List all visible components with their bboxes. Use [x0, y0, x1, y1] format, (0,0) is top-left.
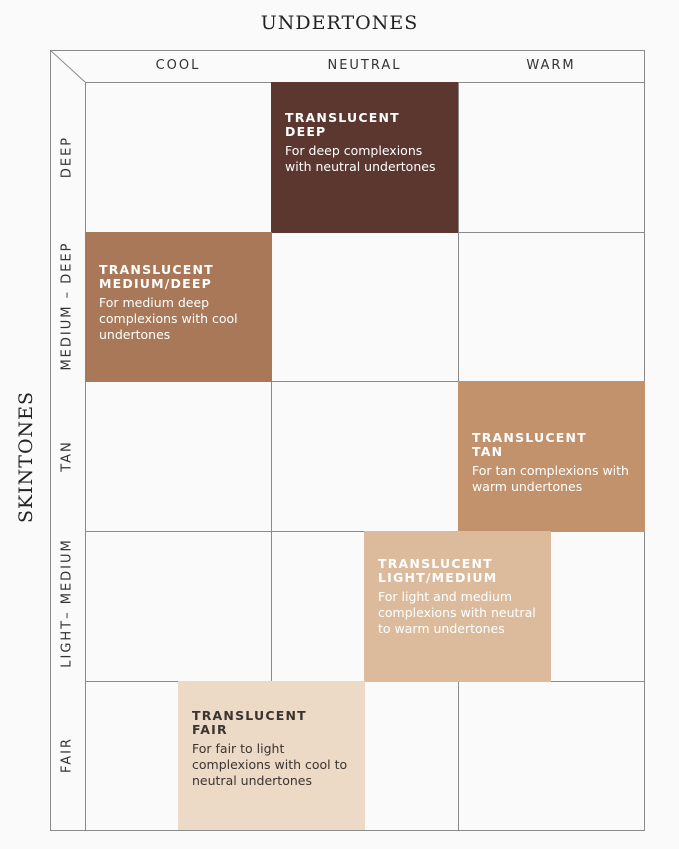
row-header-light-medium: LIGHT– MEDIUM — [59, 538, 75, 668]
shade-name: TRANSLUCENT MEDIUM/DEEP — [99, 262, 214, 291]
y-axis-title: SKINTONES — [15, 390, 37, 524]
shade-swatch-deep: TRANSLUCENT DEEP For deep complexions wit… — [271, 82, 458, 233]
shade-swatch-fair: TRANSLUCENT FAIR For fair to light comple… — [178, 681, 365, 830]
shade-description: For fair to light complexions with cool … — [192, 740, 348, 788]
row-header-fair: FAIR — [59, 736, 75, 774]
shade-swatch-medium-deep: TRANSLUCENT MEDIUM/DEEP For medium deep c… — [85, 232, 272, 382]
row-divider — [85, 381, 645, 382]
grid-border-left — [50, 50, 51, 831]
col-divider — [271, 82, 272, 831]
column-header-warm: WARM — [526, 58, 576, 73]
row-header-deep: DEEP — [59, 135, 75, 179]
column-header-neutral: NEUTRAL — [327, 58, 402, 73]
shade-name: TRANSLUCENT FAIR — [192, 707, 307, 737]
x-axis-title: UNDERTONES — [260, 12, 419, 34]
shade-swatch-tan: TRANSLUCENT TAN For tan complexions with … — [458, 381, 645, 532]
shade-description: For medium deep complexions with cool un… — [99, 295, 238, 342]
row-header-tan: TAN — [59, 440, 75, 472]
row-header-medium-deep: MEDIUM – DEEP — [59, 241, 75, 371]
shade-description: For tan complexions with warm undertones — [472, 462, 629, 494]
shade-description: For deep complexions with neutral undert… — [285, 142, 436, 174]
corner-diagonal — [50, 50, 86, 83]
grid-border-top — [50, 50, 645, 51]
shade-name: TRANSLUCENT TAN — [472, 429, 587, 459]
grid-border-bottom — [50, 830, 645, 831]
shade-description: For light and medium complexions with ne… — [378, 588, 536, 636]
label-column-divider — [85, 82, 86, 831]
shade-swatch-light-medium: TRANSLUCENT LIGHT/MEDIUM For light and me… — [364, 531, 551, 682]
shade-name: TRANSLUCENT LIGHT/MEDIUM — [378, 555, 498, 585]
column-header-cool: COOL — [155, 58, 201, 73]
shade-name: TRANSLUCENT DEEP — [285, 109, 400, 139]
